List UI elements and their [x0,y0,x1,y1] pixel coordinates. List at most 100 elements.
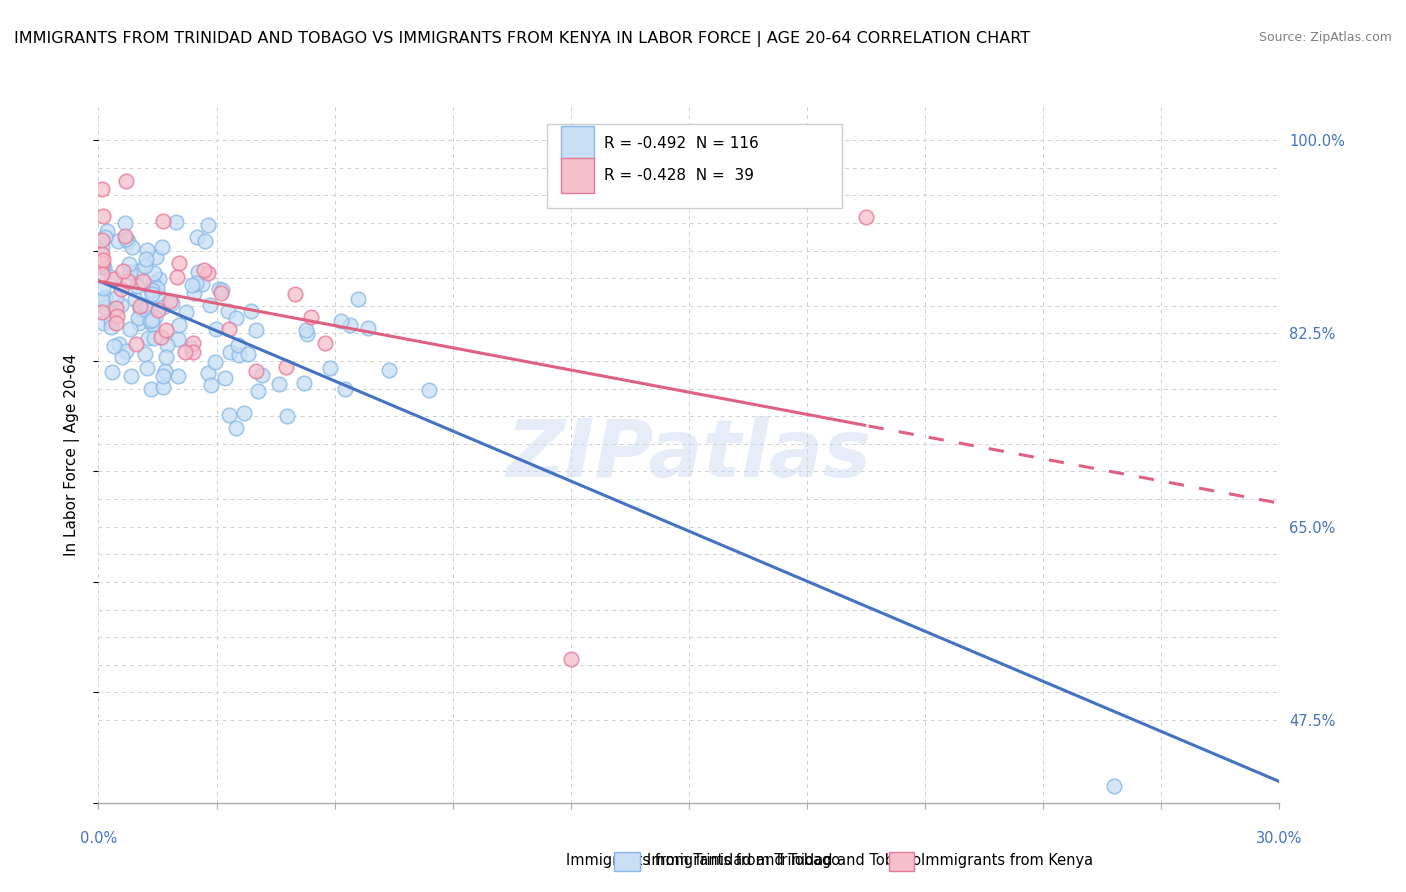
Text: Immigrants from Trinidad and Tobago: Immigrants from Trinidad and Tobago [567,854,839,868]
Point [211,283,233,297]
Point [245,364,267,378]
Point [91,259,114,273]
Point [139,283,162,297]
Point [292,376,315,390]
Point [104,301,127,315]
Point [232,406,254,420]
Point [110,282,132,296]
Point [165,215,187,229]
Point [120,369,142,384]
Point [236,346,259,360]
Point [225,311,247,326]
Point [207,282,229,296]
Point [173,344,195,359]
Point [193,263,215,277]
Point [204,321,226,335]
Point [139,313,162,327]
Point [142,276,165,290]
Point [167,333,190,347]
Point [94,290,117,304]
Point [855,211,877,225]
Point [135,252,157,267]
Point [134,298,156,312]
Point [125,337,148,351]
Point [333,382,356,396]
Point [132,275,155,289]
Point [560,652,582,666]
Point [377,363,399,377]
Point [125,279,148,293]
Point [91,240,114,254]
Point [124,292,146,306]
Point [160,296,183,310]
Point [156,337,179,351]
Point [418,383,440,397]
Point [194,234,217,248]
Point [134,347,156,361]
Point [93,281,115,295]
Point [1102,779,1125,793]
Point [114,229,136,244]
Point [143,331,166,345]
Point [121,240,143,254]
Point [284,287,307,301]
Point [174,305,197,319]
Point [186,230,208,244]
Point [197,367,219,381]
Point [93,252,115,267]
Point [184,276,207,290]
Point [146,302,169,317]
Point [245,323,267,337]
Point [115,174,138,188]
Text: 0.0%: 0.0% [80,831,117,846]
Point [295,326,318,341]
Point [100,270,122,285]
Point [240,303,263,318]
Point [141,284,163,298]
Point [218,344,240,359]
Text: R = -0.492  N = 116: R = -0.492 N = 116 [605,136,759,152]
Point [115,344,138,359]
Point [152,214,174,228]
Point [103,339,125,353]
Point [142,266,165,280]
Point [91,233,114,247]
Point [357,321,380,335]
Point [128,300,150,314]
Point [138,331,160,345]
Point [117,234,139,248]
Point [94,300,117,314]
Point [167,256,190,270]
Point [166,369,188,384]
Point [155,364,177,378]
Point [319,361,342,376]
Point [117,274,139,288]
Point [152,300,174,314]
Point [110,298,132,312]
Point [100,319,122,334]
Point [166,269,188,284]
Point [180,278,202,293]
Point [108,336,131,351]
Text: IMMIGRANTS FROM TRINIDAD AND TOBAGO VS IMMIGRANTS FROM KENYA IN LABOR FORCE | AG: IMMIGRANTS FROM TRINIDAD AND TOBAGO VS I… [14,31,1031,47]
Text: R = -0.428  N =  39: R = -0.428 N = 39 [605,169,754,184]
Point [250,368,273,382]
Point [93,230,115,244]
Y-axis label: In Labor Force | Age 20-64: In Labor Force | Age 20-64 [63,354,80,556]
Point [180,341,202,355]
Point [105,310,128,324]
Point [197,219,219,233]
Point [295,323,318,337]
Point [214,371,236,385]
Point [155,323,177,337]
Point [91,267,114,281]
Point [190,277,212,291]
Point [139,382,162,396]
Point [91,182,114,196]
Point [152,240,174,254]
Point [169,318,191,332]
Point [115,232,138,246]
Point [181,336,204,351]
Point [152,379,174,393]
Point [148,272,170,286]
